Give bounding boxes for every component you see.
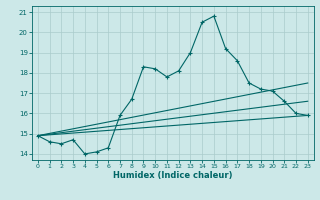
X-axis label: Humidex (Indice chaleur): Humidex (Indice chaleur) — [113, 171, 233, 180]
